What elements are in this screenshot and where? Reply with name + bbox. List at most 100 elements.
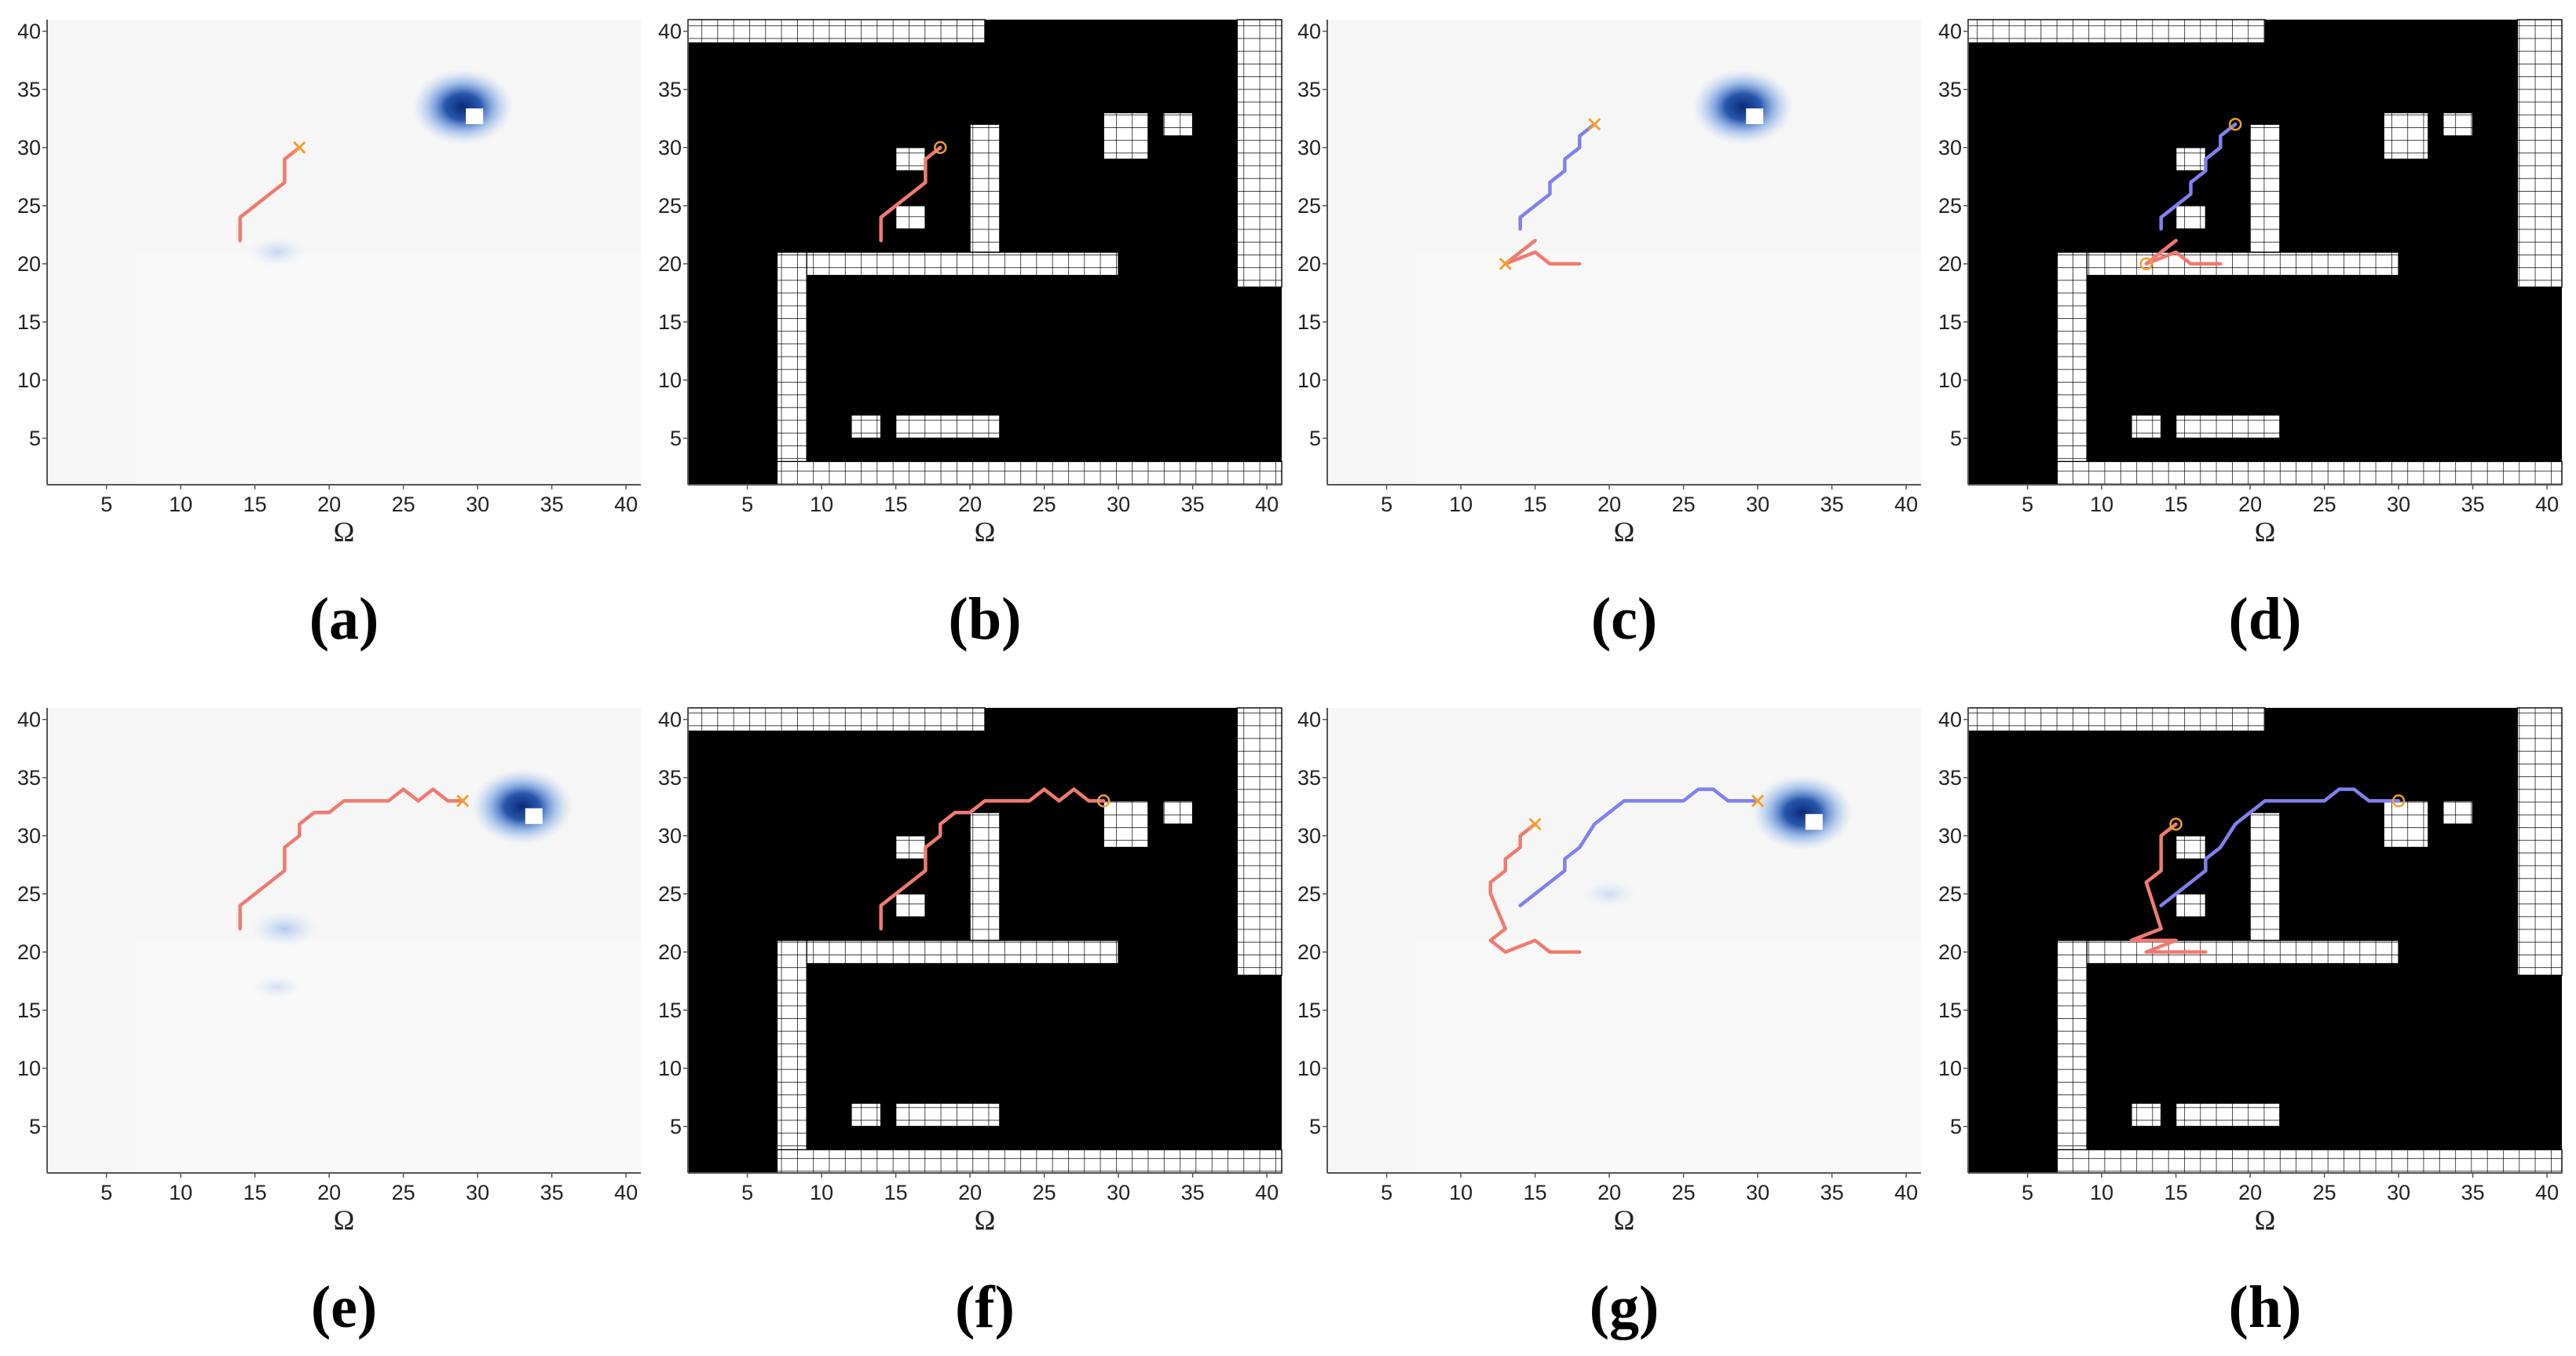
x-tick-label: 30: [466, 1181, 489, 1204]
goal-cross-marker: [1751, 794, 1765, 808]
y-tick-label: 35: [17, 766, 41, 790]
free-cell-region: [2516, 19, 2563, 288]
goal-cross-marker: [456, 794, 470, 808]
goal-circle-marker: [1096, 794, 1111, 808]
room-shade: [136, 252, 641, 485]
trajectory-line: [238, 145, 302, 243]
x-tick-label: 40: [2535, 493, 2559, 516]
y-tick-label: 40: [1938, 708, 1962, 731]
y-tick-label: 5: [1950, 1115, 1962, 1138]
y-tick-label: 15: [658, 999, 682, 1022]
free-cell-region: [2131, 414, 2162, 439]
x-tick-label: 30: [1746, 493, 1769, 516]
y-tick-label: 5: [670, 1115, 682, 1138]
panel-caption: (d): [2229, 586, 2302, 652]
y-tick-label: 15: [17, 310, 41, 334]
x-tick-label: 35: [1181, 1181, 1205, 1204]
y-tick-label: 10: [1297, 1057, 1321, 1080]
x-tick-label: 20: [317, 1181, 341, 1204]
x-tick-label: 25: [1672, 1181, 1696, 1204]
y-tick-label: 30: [1938, 824, 1962, 848]
free-cell-region: [2516, 707, 2563, 977]
y-tick-label: 30: [17, 824, 41, 848]
x-tick-label: 15: [243, 493, 267, 516]
y-tick-label: 5: [29, 1115, 41, 1138]
y-tick-label: 5: [1309, 427, 1321, 450]
panel-e: 5 10 15 20 25 30 35 40 5 10 15 20 25 30 35 40 Ω (e): [17, 708, 641, 1340]
free-cell-region: [776, 940, 1119, 965]
x-tick-label: 5: [741, 493, 753, 516]
free-cell-region: [687, 707, 986, 732]
free-cell-region: [895, 414, 1001, 439]
y-tick-label: 25: [1938, 194, 1962, 218]
x-tick-label: 40: [614, 1181, 638, 1204]
x-tick-label: 20: [1597, 493, 1621, 516]
x-tick-label: 30: [2387, 1181, 2410, 1204]
x-tick-label: 10: [169, 1181, 192, 1204]
x-tick-label: 25: [1033, 493, 1056, 516]
room-shade: [1416, 252, 1921, 485]
y-tick-label: 20: [1938, 940, 1962, 964]
y-tick-label: 25: [1297, 882, 1321, 906]
panel-f: 5 10 15 20 25 30 35 40 5 10 15 20 25 30 35 40 Ω (f): [658, 707, 1283, 1340]
x-tick-label: 5: [1381, 1181, 1392, 1204]
x-tick-label: 30: [1746, 1181, 1769, 1204]
goal-circle-marker: [2391, 794, 2406, 808]
x-tick-label: 10: [169, 493, 192, 516]
panel-caption: (a): [309, 586, 379, 652]
x-tick-label: 20: [2238, 493, 2262, 516]
free-cell-region: [1103, 112, 1149, 160]
y-tick-label: 15: [1938, 310, 1962, 334]
x-tick-label: 5: [741, 1181, 753, 1204]
free-cell-region: [895, 893, 927, 918]
x-axis-label: Ω: [975, 516, 996, 548]
free-cell-region: [687, 19, 986, 44]
y-tick-label: 40: [1297, 708, 1321, 731]
free-cell-region: [1967, 19, 2266, 44]
free-cell-region: [2175, 205, 2207, 230]
y-tick-label: 35: [1297, 766, 1321, 790]
y-tick-label: 35: [1297, 78, 1321, 101]
y-tick-label: 30: [1297, 824, 1321, 848]
y-tick-label: 15: [658, 310, 682, 334]
x-tick-label: 30: [1107, 1181, 1130, 1204]
y-tick-label: 30: [658, 136, 682, 159]
y-tick-label: 10: [17, 368, 41, 392]
density-gap: [1746, 108, 1764, 124]
x-tick-label: 25: [392, 1181, 415, 1204]
x-tick-label: 30: [2387, 493, 2410, 516]
y-tick-label: 35: [1938, 766, 1962, 790]
free-cell-region: [969, 123, 1001, 253]
y-tick-label: 40: [17, 20, 41, 43]
y-tick-label: 15: [17, 999, 41, 1022]
y-tick-label: 15: [1297, 310, 1321, 334]
x-axis-label: Ω: [2255, 1204, 2276, 1236]
x-tick-label: 35: [2461, 493, 2485, 516]
trajectory-line: [1488, 822, 1582, 955]
y-tick-label: 15: [1938, 999, 1962, 1022]
x-axis-label: Ω: [975, 1204, 996, 1236]
y-tick-label: 5: [670, 427, 682, 450]
y-tick-label: 35: [658, 78, 682, 101]
panel-h: 5 10 15 20 25 30 35 40 5 10 15 20 25 30 35 40 Ω (h): [1938, 707, 2563, 1340]
x-tick-label: 15: [884, 1181, 908, 1204]
y-tick-label: 10: [1297, 368, 1321, 392]
x-tick-label: 35: [1820, 493, 1844, 516]
free-cell-region: [2175, 893, 2207, 918]
x-tick-label: 25: [1672, 493, 1696, 516]
y-tick-label: 35: [1938, 78, 1962, 101]
free-cell-region: [895, 205, 927, 230]
x-tick-label: 20: [2238, 1181, 2262, 1204]
y-tick-label: 40: [1938, 20, 1962, 43]
x-tick-label: 20: [317, 493, 341, 516]
goal-cross-marker: [1498, 257, 1512, 270]
density-hotspot: [412, 69, 514, 145]
x-axis-label: Ω: [2255, 516, 2276, 548]
y-tick-label: 5: [1950, 427, 1962, 450]
x-tick-label: 5: [101, 493, 112, 516]
free-cell-region: [776, 251, 807, 486]
free-cell-region: [1967, 707, 2266, 732]
goal-cross-marker: [1528, 817, 1542, 831]
y-tick-label: 25: [658, 194, 682, 218]
y-tick-label: 25: [17, 882, 41, 906]
